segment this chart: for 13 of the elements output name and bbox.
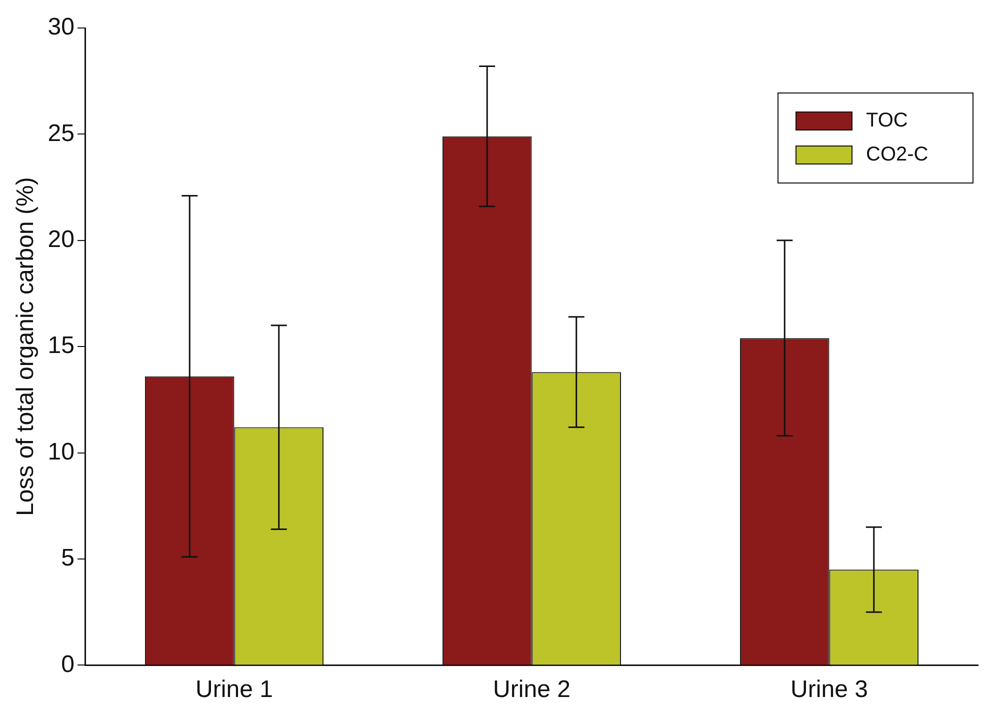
y-axis-title: Loss of total organic carbon (%) (12, 177, 40, 516)
legend-label: CO2-C (866, 144, 928, 166)
x-tick-label: Urine 2 (493, 676, 570, 704)
y-tick-label: 20 (48, 226, 74, 254)
y-tick-label: 0 (61, 650, 74, 678)
y-tick-label: 30 (48, 14, 74, 41)
x-tick-label: Urine 1 (196, 676, 273, 704)
y-tick-label: 15 (48, 332, 74, 360)
y-tick-label: 5 (61, 544, 74, 572)
x-tick-label: Urine 3 (790, 676, 868, 704)
y-tick-label: 25 (48, 120, 74, 147)
legend-label: TOC (866, 110, 908, 132)
y-tick-label: 10 (48, 438, 74, 466)
